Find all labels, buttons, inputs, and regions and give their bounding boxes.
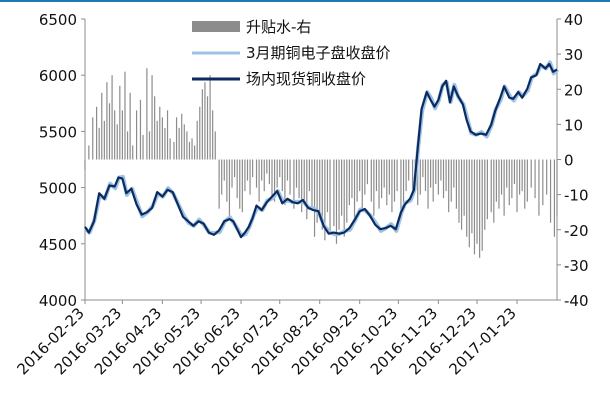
right-tick-label: 20 [564,81,583,99]
price-lines [84,60,560,239]
legend: 升贴水-右 3月期铜电子盘收盘价 场内现货铜收盘价 [192,18,391,88]
right-tick-label: 0 [564,152,574,170]
right-tick-label: 10 [564,116,583,134]
left-tick-label: 6000 [39,67,77,85]
right-tick-label: 30 [564,46,583,64]
right-tick-label: -10 [564,187,589,205]
right-tick-label: -30 [564,257,589,275]
right-tick-label: -40 [564,292,589,310]
right-axis-ticks: 40 30 20 10 0 -10 -20 -30 -40 [557,11,589,310]
spot-price-line [84,62,558,239]
x-axis-ticks: 2016-02-232016-03-232016-04-232016-05-23… [13,300,520,379]
legend-swatch-premium [192,21,240,32]
left-tick-label: 5500 [39,123,77,141]
left-tick-label: 4500 [39,236,77,254]
legend-label-futures: 3月期铜电子盘收盘价 [246,44,391,62]
right-tick-label: -20 [564,222,589,240]
legend-label-premium: 升贴水-右 [246,18,311,36]
premium-bars [84,68,558,258]
legend-label-spot: 场内现货铜收盘价 [246,70,366,88]
left-axis-ticks: 6500 6000 5500 5000 4500 4000 [39,11,85,310]
left-tick-label: 4000 [39,292,77,310]
left-tick-label: 6500 [39,11,77,29]
right-tick-label: 40 [564,11,583,29]
left-tick-label: 5000 [39,180,77,198]
top-rule [0,0,610,2]
